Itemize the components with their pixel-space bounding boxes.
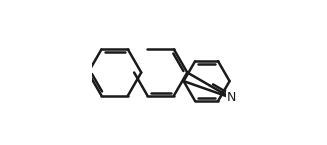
Text: N: N	[226, 91, 236, 104]
